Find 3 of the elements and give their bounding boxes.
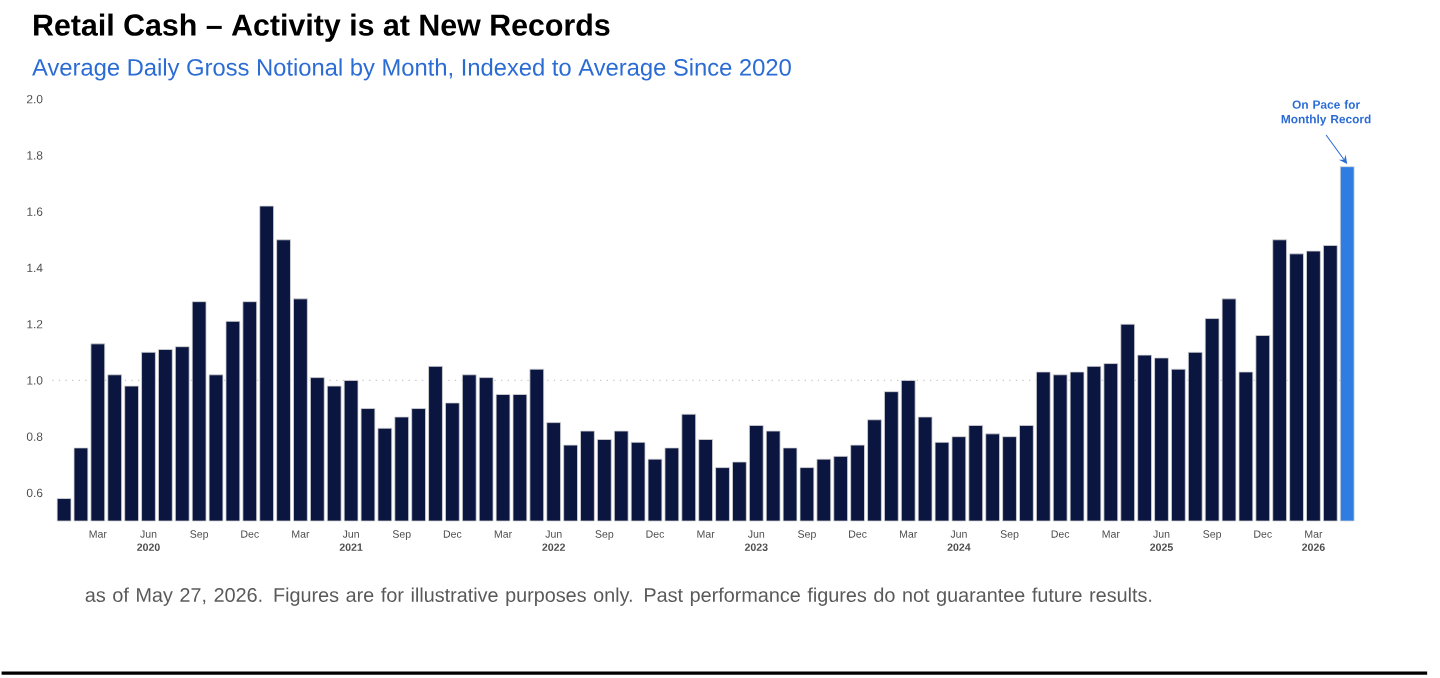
chart-subtitle: Average Daily Gross Notional by Month, Indexed to Average Since 2020 xyxy=(32,58,791,81)
text: as of May 27, 2026. Figures are for illustrative purposes only. Past performance figures do not guarantee future results. xyxy=(85,587,1152,607)
chart-title: Retail Cash – Activity is at New Records xyxy=(34,14,610,43)
